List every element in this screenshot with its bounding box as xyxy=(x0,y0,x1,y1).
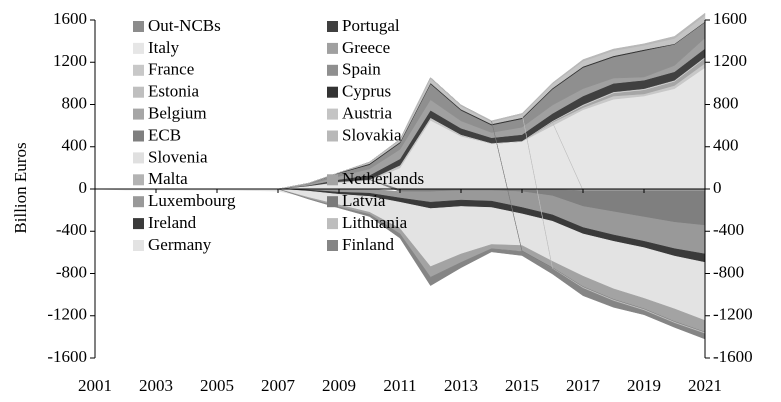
x-tick-label: 2015 xyxy=(505,376,539,395)
y-tick-label: 400 xyxy=(62,136,88,155)
legend-swatch xyxy=(133,130,144,142)
y2-tick-label: -1200 xyxy=(713,305,753,324)
legend-swatch xyxy=(327,86,338,98)
legend-label: Estonia xyxy=(148,82,199,101)
y2-tick-label: -400 xyxy=(713,220,744,239)
legend-swatch xyxy=(327,130,338,142)
legend-label: Luxembourg xyxy=(148,191,236,210)
legend-swatch xyxy=(327,218,338,230)
y2-tick-label: 800 xyxy=(713,93,739,112)
y-tick-label: -400 xyxy=(56,220,87,239)
legend-label: France xyxy=(148,60,194,79)
x-tick-label: 2019 xyxy=(627,376,661,395)
legend-swatch xyxy=(133,42,144,54)
legend-swatch xyxy=(133,240,144,251)
legend-swatch xyxy=(133,108,144,120)
y2-tick-label: 400 xyxy=(713,136,739,155)
y-tick-label: 1600 xyxy=(53,9,87,28)
x-tick-label: 2007 xyxy=(261,376,296,395)
legend-label: Slovenia xyxy=(148,147,208,166)
legend-label: Slovakia xyxy=(342,125,402,144)
x-tick-label: 2021 xyxy=(688,376,722,395)
legend-label: Cyprus xyxy=(342,82,391,101)
y-tick-label: 0 xyxy=(79,178,88,197)
legend-label: Belgium xyxy=(148,104,207,123)
legend-swatch xyxy=(327,196,338,208)
legend-swatch xyxy=(133,21,144,32)
y-tick-label: -1600 xyxy=(47,347,87,366)
x-tick-label: 2001 xyxy=(78,376,112,395)
legend-swatch xyxy=(327,108,338,120)
legend-label: Greece xyxy=(342,38,390,57)
legend-swatch xyxy=(133,196,144,208)
legend-swatch xyxy=(327,21,338,32)
y-tick-label: -1200 xyxy=(47,305,87,324)
legend-swatch xyxy=(133,64,144,76)
legend-label: ECB xyxy=(148,125,181,144)
legend-label: Italy xyxy=(148,38,180,57)
x-tick-label: 2005 xyxy=(200,376,234,395)
legend-swatch xyxy=(133,174,144,186)
legend-swatch xyxy=(327,174,338,186)
x-tick-label: 2009 xyxy=(322,376,356,395)
y-tick-label: 1200 xyxy=(53,51,87,70)
legend-label: Latvia xyxy=(342,191,386,210)
legend-label: Netherlands xyxy=(342,169,424,188)
legend-label: Austria xyxy=(342,104,393,123)
y2-tick-label: -800 xyxy=(713,262,744,281)
y2-tick-label: -1600 xyxy=(713,347,753,366)
legend-swatch xyxy=(133,86,144,98)
legend-label: Malta xyxy=(148,169,188,188)
y2-tick-label: 1600 xyxy=(713,9,747,28)
legend-swatch xyxy=(327,64,338,76)
x-tick-label: 2017 xyxy=(566,376,601,395)
x-tick-label: 2011 xyxy=(383,376,416,395)
legend-label: Finland xyxy=(342,235,394,254)
y-tick-label: 800 xyxy=(62,93,88,112)
y2-tick-label: 0 xyxy=(713,178,722,197)
legend-label: Portugal xyxy=(342,16,400,35)
x-tick-label: 2003 xyxy=(139,376,173,395)
legend-label: Out-NCBs xyxy=(148,16,221,35)
legend-swatch xyxy=(133,218,144,230)
legend-label: Ireland xyxy=(148,213,197,232)
legend-label: Lithuania xyxy=(342,213,408,232)
y-tick-label: -800 xyxy=(56,262,87,281)
legend-label: Germany xyxy=(148,235,212,254)
x-tick-label: 2013 xyxy=(444,376,478,395)
legend-label: Spain xyxy=(342,60,381,79)
legend-swatch xyxy=(327,42,338,54)
legend-swatch xyxy=(327,240,338,251)
y2-tick-label: 1200 xyxy=(713,51,747,70)
legend-swatch xyxy=(133,152,144,164)
y-axis-label: Billion Euros xyxy=(11,142,30,233)
